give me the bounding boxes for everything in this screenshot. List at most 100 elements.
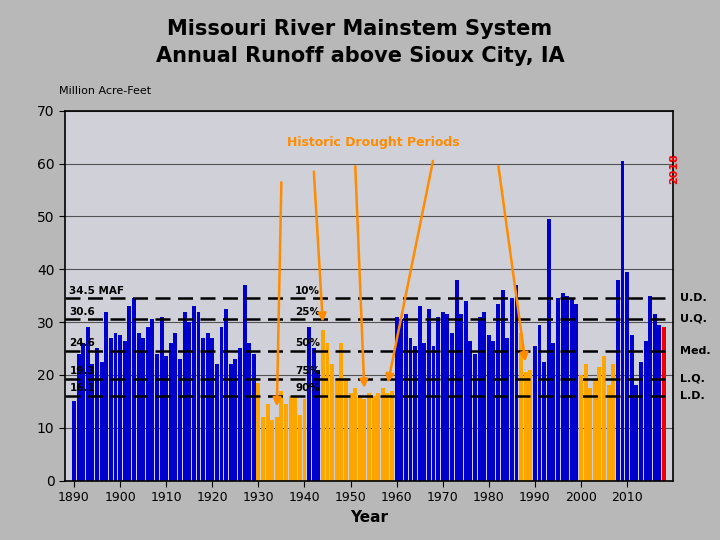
Text: Missouri River Mainstem System: Missouri River Mainstem System: [168, 19, 552, 39]
Bar: [321, 330, 325, 481]
Bar: [408, 338, 413, 481]
Bar: [114, 333, 117, 481]
Bar: [169, 343, 173, 481]
Bar: [146, 327, 150, 481]
Bar: [588, 388, 592, 481]
Bar: [533, 346, 537, 481]
Bar: [473, 354, 477, 481]
Bar: [657, 325, 662, 481]
Bar: [404, 314, 408, 481]
Bar: [256, 383, 261, 481]
Bar: [197, 312, 200, 481]
Bar: [132, 298, 136, 481]
Bar: [492, 341, 495, 481]
Bar: [155, 354, 159, 481]
Text: 50%: 50%: [295, 339, 320, 348]
Bar: [395, 317, 399, 481]
Text: 75%: 75%: [295, 367, 320, 376]
Bar: [519, 333, 523, 481]
Bar: [423, 343, 426, 481]
Bar: [630, 335, 634, 481]
Bar: [362, 399, 366, 481]
Text: Historic Drought Periods: Historic Drought Periods: [287, 136, 460, 149]
Bar: [86, 327, 90, 481]
Text: U.D.: U.D.: [680, 293, 707, 303]
Bar: [413, 346, 417, 481]
Bar: [446, 314, 449, 481]
Text: 90%: 90%: [295, 383, 320, 394]
X-axis label: Year: Year: [350, 510, 388, 524]
Bar: [279, 391, 284, 481]
Bar: [293, 396, 297, 481]
Bar: [233, 359, 238, 481]
Bar: [542, 362, 546, 481]
Bar: [611, 364, 616, 481]
Text: 16.1: 16.1: [69, 383, 95, 394]
Bar: [183, 312, 186, 481]
Bar: [496, 303, 500, 481]
Bar: [335, 377, 338, 481]
Bar: [621, 161, 624, 481]
Bar: [390, 391, 394, 481]
Bar: [377, 394, 380, 481]
Bar: [224, 309, 228, 481]
Bar: [515, 285, 518, 481]
Bar: [104, 312, 108, 481]
Bar: [160, 317, 163, 481]
Bar: [625, 272, 629, 481]
Bar: [454, 280, 459, 481]
Bar: [510, 298, 514, 481]
Bar: [312, 348, 315, 481]
Text: L.Q.: L.Q.: [680, 374, 705, 383]
Bar: [639, 362, 643, 481]
Bar: [275, 417, 279, 481]
Text: Med.: Med.: [680, 346, 711, 356]
Bar: [76, 354, 81, 481]
Bar: [602, 356, 606, 481]
Bar: [634, 386, 639, 481]
Bar: [565, 295, 569, 481]
Bar: [298, 415, 302, 481]
Bar: [385, 394, 390, 481]
Bar: [118, 335, 122, 481]
Bar: [575, 303, 578, 481]
Bar: [523, 372, 528, 481]
Bar: [556, 298, 560, 481]
Text: 25%: 25%: [295, 307, 320, 317]
Bar: [348, 394, 353, 481]
Bar: [91, 364, 94, 481]
Bar: [220, 327, 223, 481]
Bar: [441, 312, 445, 481]
Text: L.D.: L.D.: [680, 390, 705, 401]
Bar: [187, 322, 192, 481]
Text: Million Acre-Feet: Million Acre-Feet: [59, 86, 151, 96]
Bar: [109, 338, 113, 481]
Bar: [307, 327, 311, 481]
Bar: [344, 377, 348, 481]
Text: U.Q.: U.Q.: [680, 314, 707, 324]
Text: 24.6: 24.6: [69, 339, 95, 348]
Bar: [459, 314, 463, 481]
Bar: [238, 348, 242, 481]
Bar: [339, 343, 343, 481]
Bar: [431, 346, 436, 481]
Bar: [229, 364, 233, 481]
Bar: [607, 386, 611, 481]
Bar: [289, 396, 292, 481]
Bar: [528, 369, 532, 481]
Bar: [206, 333, 210, 481]
Bar: [72, 401, 76, 481]
Bar: [215, 364, 219, 481]
Bar: [487, 335, 491, 481]
Bar: [192, 306, 196, 481]
Bar: [372, 396, 376, 481]
Bar: [477, 317, 482, 481]
Bar: [436, 317, 440, 481]
Bar: [252, 354, 256, 481]
Bar: [662, 327, 666, 481]
Text: 2018: 2018: [670, 153, 680, 184]
Text: 34.5 MAF: 34.5 MAF: [69, 286, 125, 296]
Bar: [178, 359, 182, 481]
Bar: [270, 420, 274, 481]
Bar: [598, 367, 601, 481]
